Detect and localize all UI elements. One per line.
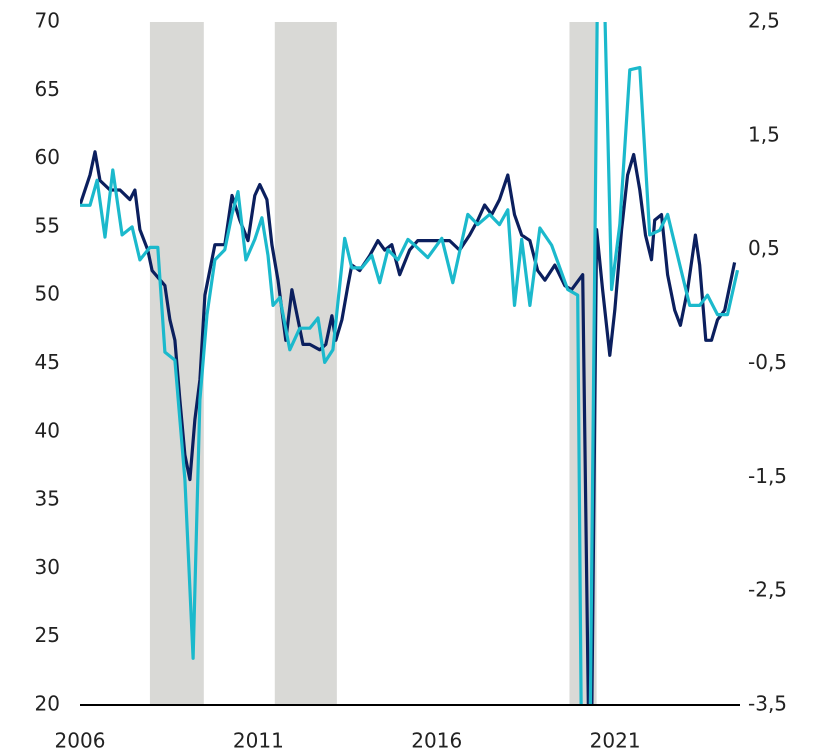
- y-tick-label: 20: [35, 692, 60, 716]
- x-tick-label: 2016: [411, 729, 462, 753]
- y-tick-label: 40: [35, 418, 60, 442]
- plot-area: [80, 22, 740, 705]
- y-tick-label: 55: [35, 213, 60, 237]
- y-tick-label: 70: [35, 9, 60, 33]
- y2-tick-label: -3,5: [748, 692, 787, 716]
- y2-tick-label: 1,5: [748, 122, 780, 146]
- y-tick-label: 60: [35, 145, 60, 169]
- y2-tick-label: -0,5: [748, 350, 787, 374]
- x-tick-label: 2011: [233, 729, 284, 753]
- y-tick-label: 50: [35, 282, 60, 306]
- series-line: [80, 22, 740, 705]
- y-tick-label: 30: [35, 555, 60, 579]
- y-tick-label: 45: [35, 350, 60, 374]
- y-tick-label: 35: [35, 487, 60, 511]
- x-tick-label: 2021: [590, 729, 641, 753]
- recession-band: [274, 22, 337, 705]
- y-tick-label: 25: [35, 623, 60, 647]
- y2-tick-label: -2,5: [748, 578, 787, 602]
- y2-tick-label: 2,5: [748, 9, 780, 33]
- y2-tick-label: 0,5: [748, 236, 780, 260]
- y-tick-label: 65: [35, 77, 60, 101]
- y2-tick-label: -1,5: [748, 464, 787, 488]
- x-tick-label: 2006: [55, 729, 106, 753]
